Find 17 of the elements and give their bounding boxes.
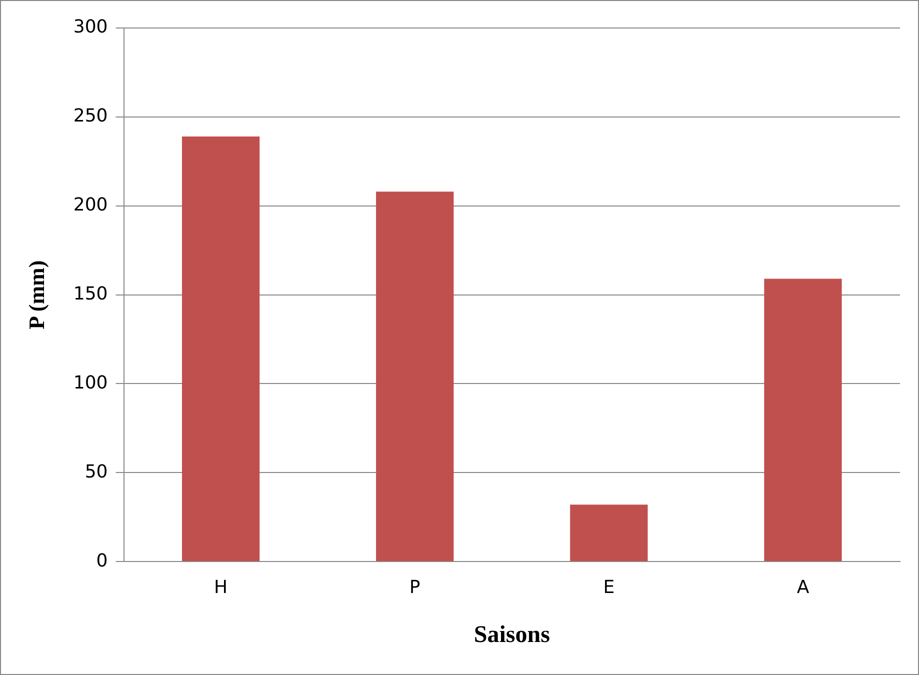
- y-tick-label: 150: [73, 283, 108, 304]
- y-tick-label: 100: [73, 372, 108, 394]
- x-tick-label: P: [409, 577, 420, 598]
- y-tick-label: 250: [73, 106, 108, 127]
- bar: [764, 278, 842, 562]
- x-tick-label: H: [214, 577, 228, 598]
- x-tick-label: A: [796, 577, 810, 598]
- x-tick-label: E: [603, 577, 615, 598]
- bar: [570, 504, 648, 562]
- y-tick-label: 0: [96, 550, 108, 572]
- bar: [376, 192, 454, 562]
- y-tick-label: 200: [73, 194, 108, 216]
- y-tick-label: 300: [73, 16, 108, 38]
- y-tick-label: 50: [84, 461, 108, 482]
- bar: [182, 136, 260, 562]
- y-axis-title: P (mm): [24, 260, 49, 330]
- x-axis-title: Saisons: [474, 622, 550, 648]
